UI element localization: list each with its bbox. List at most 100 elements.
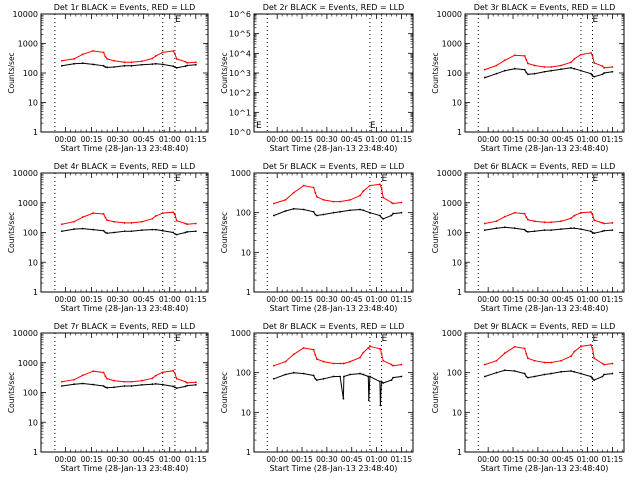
- data-point: [172, 369, 175, 372]
- data-point: [322, 198, 325, 201]
- chart-panel-1: Det 1r BLACK = Events, RED = LLD 1 10 100 10…: [7, 3, 209, 153]
- data-point: [359, 372, 361, 375]
- data-point: [92, 50, 95, 52]
- data-point: [161, 212, 164, 214]
- data-point: [130, 64, 133, 67]
- data-point: [513, 345, 516, 348]
- data-point: [92, 370, 95, 373]
- y-tick-label: 10000: [13, 329, 38, 338]
- data-point: [123, 222, 126, 224]
- data-point: [194, 222, 197, 225]
- x-tick-label: 00:30: [527, 455, 549, 464]
- data-point: [580, 69, 582, 72]
- x-tick-label: 00:00: [477, 295, 499, 304]
- x-tick-label: 00:45: [133, 135, 155, 144]
- data-point: [343, 362, 345, 365]
- data-point: [106, 219, 109, 222]
- data-point: [272, 214, 275, 217]
- data-point: [154, 62, 157, 65]
- y-tick-label: 100: [447, 229, 462, 238]
- data-point: [174, 232, 176, 235]
- data-point: [73, 220, 75, 223]
- data-point: [483, 76, 486, 79]
- y-tick-label: 10000: [437, 10, 462, 19]
- data-point: [523, 228, 526, 231]
- data-point: [174, 372, 176, 375]
- data-point: [513, 370, 516, 372]
- y-tick-label: 10: [28, 258, 38, 267]
- data-point: [316, 214, 318, 217]
- data-point: [161, 63, 164, 66]
- data-point: [349, 209, 351, 212]
- data-point: [611, 372, 614, 375]
- data-point: [172, 50, 175, 52]
- data-point: [513, 67, 516, 70]
- series-lld-line: [484, 211, 613, 225]
- data-point: [601, 73, 604, 76]
- data-point: [570, 61, 572, 64]
- data-point: [483, 222, 486, 225]
- data-point: [603, 222, 606, 225]
- data-point: [104, 66, 107, 68]
- data-point: [543, 361, 546, 364]
- y-tick-label: 10: [452, 408, 462, 417]
- data-point: [113, 59, 115, 62]
- data-point: [104, 375, 107, 378]
- data-point: [495, 64, 498, 67]
- x-tick-label: 00:00: [55, 135, 77, 144]
- data-point: [60, 380, 63, 383]
- data-point: [106, 377, 109, 380]
- data-point: [560, 220, 562, 223]
- data-point: [151, 57, 154, 60]
- y-axis-label: Counts/sec: [7, 372, 16, 413]
- flag-marker: E: [175, 174, 181, 184]
- data-point: [560, 228, 562, 231]
- plot-frame: [464, 332, 625, 453]
- y-tick-label: 1000: [442, 199, 462, 208]
- x-tick-label: 01:00: [159, 135, 181, 144]
- data-point: [573, 227, 576, 230]
- data-point: [175, 219, 178, 222]
- data-point: [570, 66, 572, 69]
- data-point: [284, 373, 287, 376]
- data-point: [175, 233, 178, 236]
- data-point: [525, 230, 528, 233]
- x-axis-label: Start Time (28-Jan-13 23:48:40): [481, 144, 609, 153]
- data-point: [349, 373, 351, 376]
- x-tick-label: 00:00: [477, 455, 499, 464]
- plot-frame: [464, 172, 625, 293]
- y-tick-label: 1000: [18, 199, 38, 208]
- data-point: [580, 228, 582, 231]
- data-point: [533, 220, 536, 223]
- data-point: [591, 213, 594, 216]
- data-point: [603, 373, 606, 376]
- data-point: [400, 211, 403, 214]
- x-tick-label: 01:00: [159, 295, 181, 304]
- x-tick-label: 00:15: [291, 135, 313, 144]
- data-point: [513, 211, 516, 214]
- data-point: [589, 52, 592, 54]
- data-point: [382, 382, 385, 384]
- data-point: [284, 360, 287, 363]
- data-point: [513, 54, 516, 57]
- y-tick-label: 10: [452, 99, 462, 108]
- y-tick-label: 10000: [13, 10, 38, 19]
- y-tick-label: 100: [23, 389, 38, 398]
- data-point: [60, 385, 63, 387]
- y-tick-label: 10: [241, 248, 251, 257]
- panel-title: Det 6r BLACK = Events, RED = LLD: [474, 162, 616, 171]
- data-point: [543, 70, 546, 73]
- data-point: [81, 216, 84, 218]
- panel-title: Det 7r BLACK = Events, RED = LLD: [54, 322, 196, 331]
- data-point: [392, 212, 395, 215]
- data-point: [390, 379, 393, 381]
- data-point: [184, 65, 187, 68]
- data-point: [151, 217, 154, 220]
- data-point: [81, 382, 84, 385]
- data-point: [151, 228, 154, 231]
- y-tick-label: 1: [246, 448, 251, 457]
- data-point: [60, 230, 63, 233]
- data-point: [81, 374, 84, 377]
- y-tick-label: 100: [23, 229, 38, 238]
- data-point: [601, 362, 604, 365]
